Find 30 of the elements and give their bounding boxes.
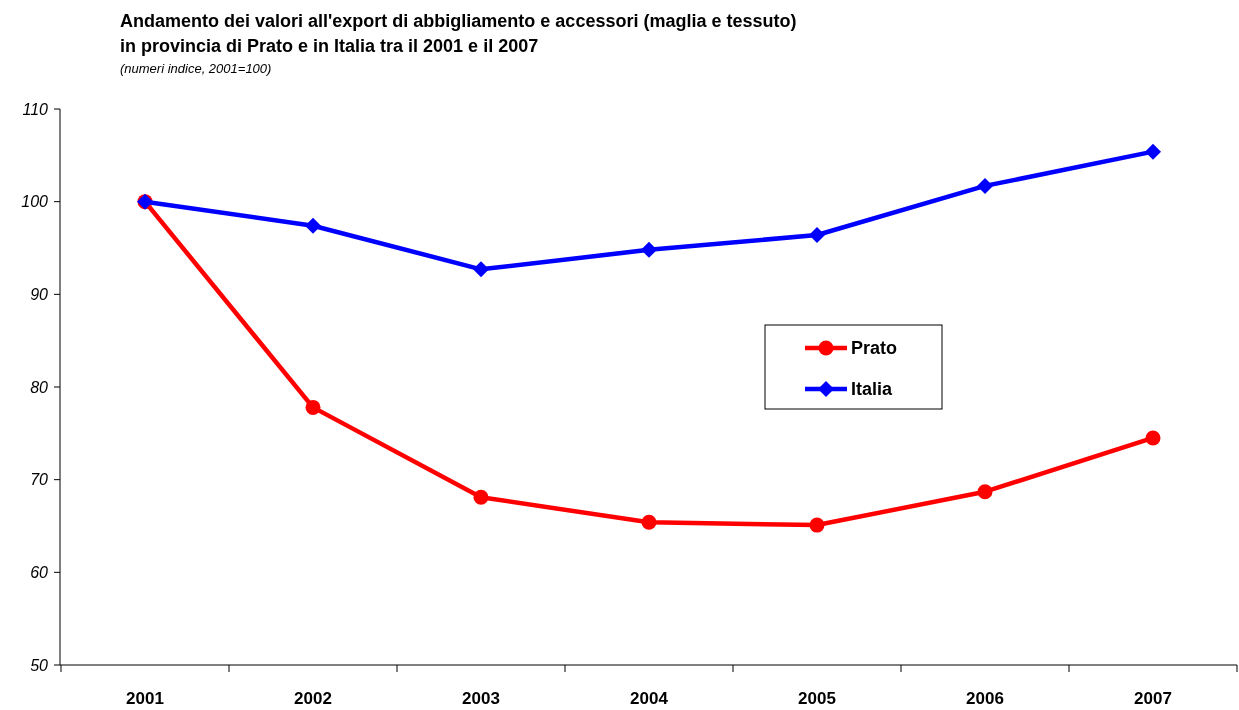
point <box>809 517 825 533</box>
x-tick-label: 2002 <box>294 689 332 708</box>
x-tick-label: 2006 <box>966 689 1004 708</box>
point <box>809 227 825 244</box>
y-tick-label: 100 <box>21 193 49 211</box>
y-tick-label: 60 <box>30 563 49 581</box>
point <box>305 217 321 234</box>
point <box>305 399 321 415</box>
point <box>1145 143 1161 160</box>
x-tick-label: 2005 <box>798 689 836 708</box>
point <box>641 241 657 258</box>
point <box>977 177 993 194</box>
chart-subtitle: (numeri indice, 2001=100) <box>120 61 272 76</box>
point <box>641 514 657 530</box>
y-tick-label: 110 <box>22 100 49 118</box>
chart-title: Andamento dei valori all'export di abbigliamento e accessori (maglia e tessuto) in provincia di Prato e in Italia tra il 2001 e il 2007 <box>120 11 797 56</box>
y-tick-label: 90 <box>30 285 49 303</box>
point <box>1145 430 1161 446</box>
x-tick-label: 2003 <box>462 689 500 708</box>
legend-label: Italia <box>851 379 894 400</box>
y-tick-label: 80 <box>30 378 49 396</box>
point <box>977 484 993 500</box>
y-tick-label: 50 <box>30 656 49 674</box>
point <box>473 261 489 278</box>
legend-label: Prato <box>851 338 898 359</box>
x-tick-label: 2007 <box>1134 689 1172 708</box>
x-tick-label: 2001 <box>126 689 164 708</box>
y-tick-label: 70 <box>30 471 49 489</box>
x-tick-label: 2004 <box>630 689 669 708</box>
point <box>473 489 489 505</box>
